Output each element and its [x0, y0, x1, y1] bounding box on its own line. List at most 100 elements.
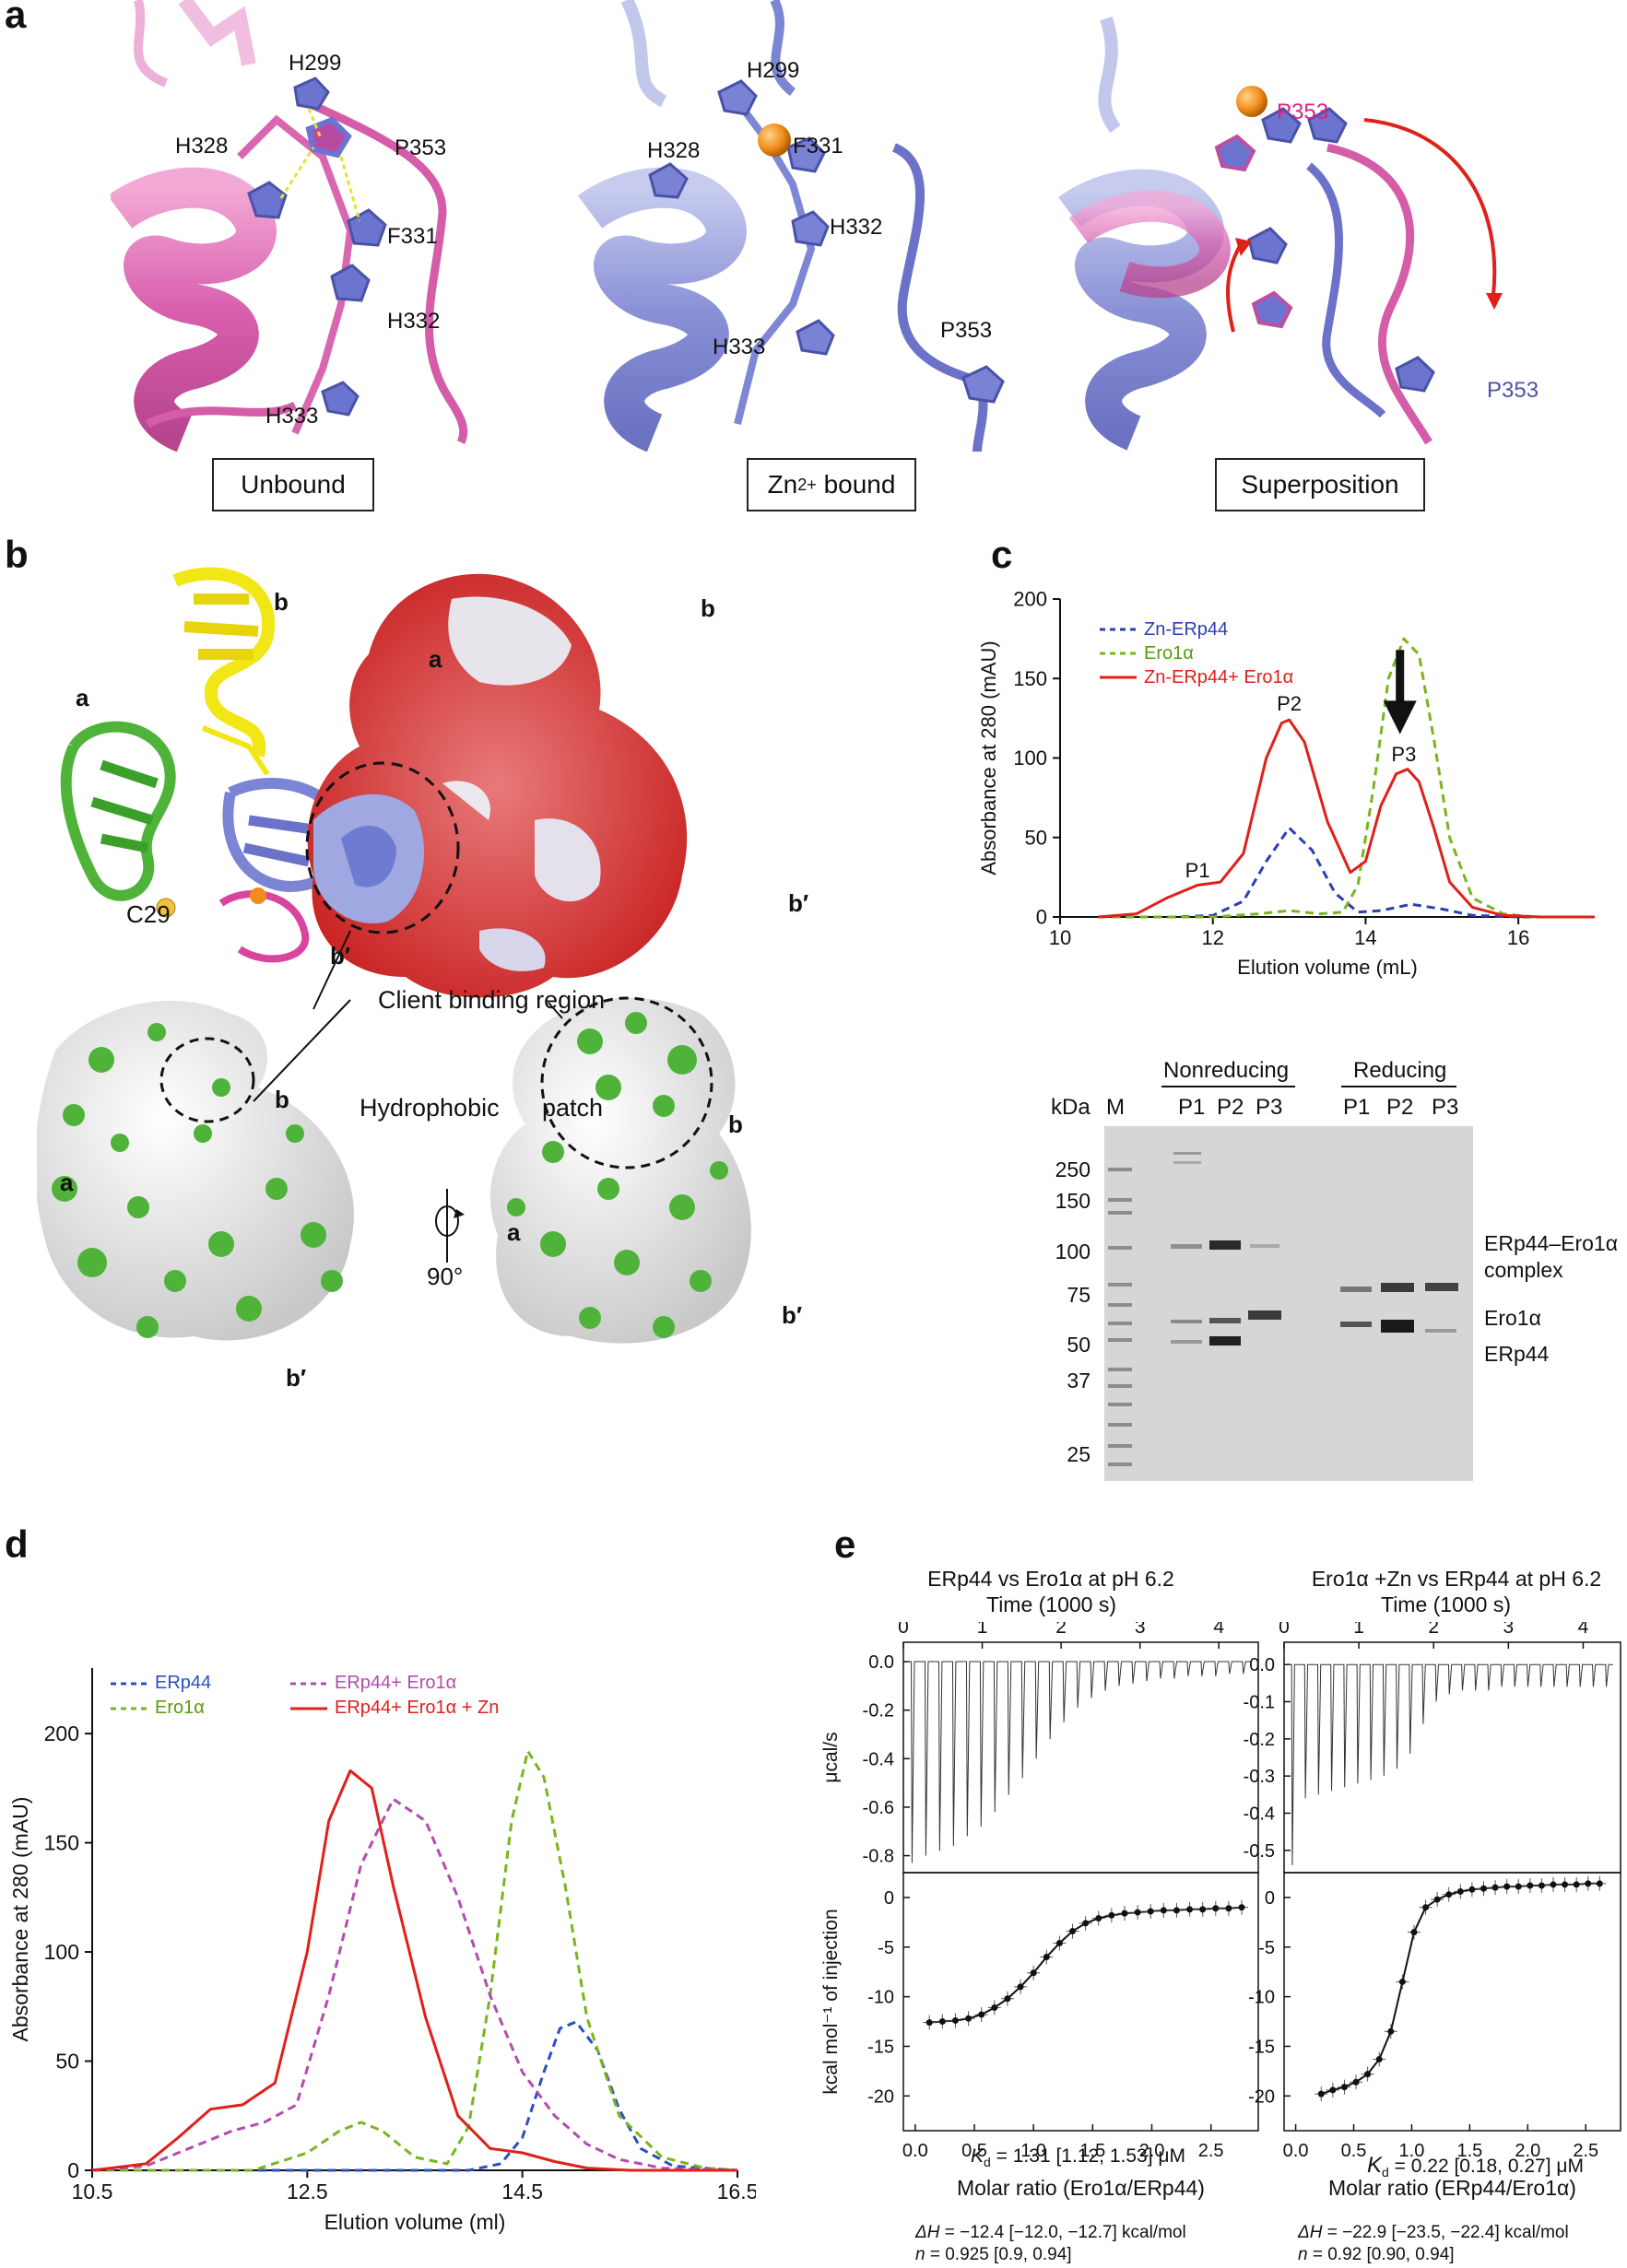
data-point: [1491, 1884, 1499, 1891]
data-point: [1433, 1896, 1441, 1903]
itc-left-kd: Kd = 1.31 [1.12, 1.53] μM: [971, 2145, 1185, 2169]
n-symbol: n: [1298, 2245, 1308, 2264]
itc-left-n: n = 0.925 [0.9, 0.94]: [915, 2245, 1072, 2265]
y-tick-label: 0.0: [1249, 1655, 1275, 1675]
legend-label: ERp44+ Ero1α: [335, 1673, 457, 1693]
y-tick-label: 50: [1025, 826, 1047, 849]
data-point: [1480, 1885, 1487, 1892]
series-line: [1098, 718, 1595, 919]
itc-right-dh: ΔH = −22.9 [−23.5, −22.4] kcal/mol: [1298, 2223, 1569, 2243]
x-tick-label: 12: [1201, 926, 1223, 949]
x-tick-label: 0.5: [961, 2141, 987, 2161]
domain-label: b′: [782, 1301, 803, 1329]
data-point: [1329, 2086, 1337, 2094]
gel-marker: 250: [1055, 1158, 1091, 1181]
peak-label: P3: [1391, 743, 1416, 766]
hydrophobic-leader-right: [548, 1002, 563, 1019]
kd-value: = 0.22 [0.18, 0.27] μM: [1394, 2156, 1584, 2177]
dh-symbol: ΔH: [1298, 2223, 1323, 2242]
panel-a-structures: [111, 0, 1503, 452]
dh-value: = −22.9 [−23.5, −22.4] kcal/mol: [1326, 2223, 1569, 2242]
y-tick-label: -10: [867, 1988, 894, 2008]
y-tick-label: -5: [1258, 1938, 1275, 1958]
gel-band-label: ERp44: [1484, 1342, 1550, 1366]
kd-sub: d: [1382, 2165, 1389, 2180]
data-point: [1340, 2084, 1348, 2091]
top-x-tick-label: 4: [1578, 1622, 1589, 1638]
residue-label: H328: [175, 134, 229, 159]
panel-b-structures: [37, 567, 751, 1344]
kd-symbol: K: [971, 2145, 984, 2167]
residue-label: H333: [713, 335, 766, 359]
residue-label: P353: [1487, 378, 1539, 403]
data-point: [1030, 1969, 1037, 1977]
itc-left-title: ERp44 vs Ero1α at pH 6.2: [927, 1567, 1174, 1591]
legend-label: ERp44+ Ero1α + Zn: [335, 1698, 500, 1718]
legend-item: Zn-ERp44+ Ero1α: [1100, 665, 1293, 689]
x-tick-label: 1.0: [1020, 2141, 1046, 2161]
thermogram-trace: [1288, 1663, 1613, 1865]
gel-lane-label: P1: [1343, 1095, 1371, 1120]
residue-label: P353: [940, 318, 993, 343]
itc-left-time-label: Time (1000 s): [986, 1592, 1117, 1616]
patch-label: patch: [542, 1094, 604, 1122]
series-line: [92, 1749, 738, 2172]
x-tick-label: 2.5: [1198, 2141, 1224, 2161]
gel-reducing-label: Reducing: [1353, 1058, 1447, 1083]
arrowhead-icon: [1383, 700, 1417, 734]
residue-label: H332: [830, 215, 883, 240]
data-point: [1468, 1886, 1476, 1893]
panel-label-b: b: [5, 533, 29, 576]
data-point: [1225, 1905, 1232, 1912]
y-tick-label: -15: [867, 2037, 894, 2057]
domain-label: b: [728, 1110, 743, 1138]
data-point: [1503, 1883, 1511, 1890]
data-point: [1134, 1909, 1141, 1916]
chart-c: 0 50 100 150 200 10 12 14 16 Elution volume (mL) A…: [977, 588, 1595, 979]
data-point: [1562, 1881, 1569, 1888]
domain-label: b: [274, 588, 289, 616]
top-x-tick-label: 0: [1279, 1622, 1290, 1638]
residue-label: F331: [793, 134, 843, 159]
gel-kda-label: kDa: [1051, 1095, 1091, 1120]
y-axis-label: Absorbance at 280 (mAU): [977, 640, 1000, 875]
residue-label: H332: [387, 309, 441, 334]
gel-nonreducing-bar: [1161, 1086, 1295, 1087]
zn-box-prefix: Zn: [767, 470, 798, 499]
y-tick-label: 0: [67, 2158, 79, 2182]
zn-box-sup: 2+: [797, 475, 817, 494]
y-tick-label: -15: [1248, 2037, 1275, 2057]
domain-label: b′: [286, 1364, 307, 1392]
rotation-label: 90°: [427, 1263, 464, 1290]
gel-band-label: ERp44–Ero1α: [1484, 1231, 1618, 1255]
legend-item: ERp44: [111, 1673, 290, 1694]
series-line: [91, 1769, 737, 2172]
data-point: [1121, 1910, 1128, 1917]
top-x-tick-label: 3: [1135, 1622, 1146, 1638]
y-tick-label: 0: [884, 1888, 894, 1909]
domain-label: a: [60, 1169, 74, 1196]
x-tick-label: 0.0: [902, 2141, 928, 2161]
x-tick-label: 0.5: [1341, 2141, 1367, 2161]
residue-label: P353: [395, 135, 447, 160]
y-tick-label: 100: [1013, 746, 1047, 770]
gel-reducing-bar: [1341, 1086, 1456, 1087]
panel-label-c: c: [991, 533, 1013, 576]
data-point: [1375, 2055, 1383, 2062]
chart-c-legend: Zn-ERp44 Ero1α Zn-ERp44+ Ero1α: [1100, 617, 1293, 689]
electrostatic-surface: [305, 573, 688, 1010]
itc-right-kd: Kd = 0.22 [0.18, 0.27] μM: [1367, 2153, 1584, 2180]
domain-label: b: [701, 594, 715, 622]
residue-label: H299: [747, 58, 800, 83]
data-point: [1017, 1983, 1024, 1991]
data-point: [1456, 1887, 1464, 1895]
legend-item: Ero1α: [1100, 641, 1293, 665]
data-point: [1422, 1904, 1430, 1911]
data-point: [1238, 1904, 1245, 1911]
y-axis-label: kcal mol⁻¹ of injection: [820, 1909, 842, 2094]
legend-swatch: [290, 1707, 327, 1710]
gel-marker: 100: [1055, 1240, 1091, 1263]
data-point: [991, 2004, 998, 2011]
chart-d: 0 50 100 150 200 10.5 12.5 14.5 16.5 Elution volu…: [8, 1668, 756, 2234]
x-tick-label: 2.0: [1515, 2141, 1540, 2161]
